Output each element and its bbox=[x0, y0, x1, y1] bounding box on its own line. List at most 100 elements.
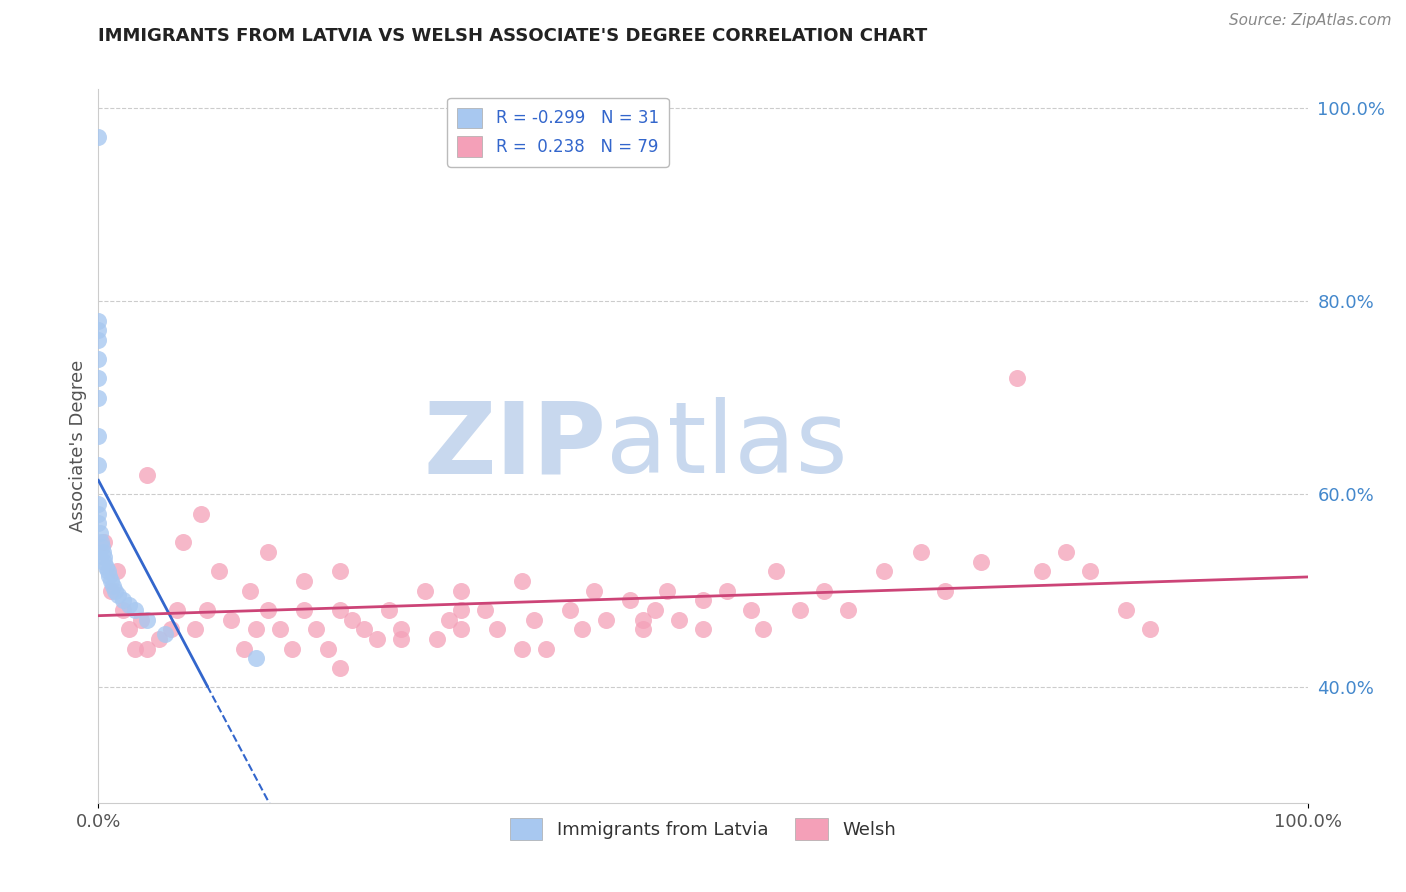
Point bbox=[87, 333, 110, 347]
Text: IMMIGRANTS FROM LATVIA VS WELSH ASSOCIATE'S DEGREE CORRELATION CHART: IMMIGRANTS FROM LATVIA VS WELSH ASSOCIAT… bbox=[98, 27, 928, 45]
Point bbox=[105, 565, 128, 579]
Point bbox=[245, 651, 267, 665]
Point bbox=[93, 535, 115, 549]
Point bbox=[1139, 622, 1161, 636]
Point bbox=[668, 613, 690, 627]
Point bbox=[118, 622, 141, 636]
Point bbox=[208, 565, 231, 579]
Point bbox=[256, 603, 278, 617]
Point bbox=[91, 545, 114, 559]
Point bbox=[595, 613, 617, 627]
Point bbox=[87, 130, 110, 145]
Point bbox=[281, 641, 304, 656]
Point bbox=[87, 497, 110, 511]
Point bbox=[619, 593, 641, 607]
Point bbox=[87, 507, 110, 521]
Text: atlas: atlas bbox=[606, 398, 848, 494]
Point bbox=[389, 622, 412, 636]
Point bbox=[655, 583, 678, 598]
Point bbox=[329, 603, 352, 617]
Point bbox=[111, 603, 134, 617]
Point bbox=[184, 622, 207, 636]
Point bbox=[221, 613, 243, 627]
Point bbox=[366, 632, 388, 646]
Point bbox=[353, 622, 375, 636]
Point bbox=[153, 627, 176, 641]
Y-axis label: Associate's Degree: Associate's Degree bbox=[69, 359, 87, 533]
Point bbox=[486, 622, 509, 636]
Point bbox=[692, 593, 714, 607]
Point bbox=[510, 641, 533, 656]
Point bbox=[90, 535, 112, 549]
Point bbox=[342, 613, 364, 627]
Point bbox=[1007, 371, 1029, 385]
Point bbox=[111, 593, 134, 607]
Point bbox=[104, 583, 127, 598]
Point bbox=[269, 622, 291, 636]
Point bbox=[377, 603, 399, 617]
Point bbox=[87, 429, 110, 443]
Point bbox=[190, 507, 212, 521]
Point bbox=[166, 603, 188, 617]
Point bbox=[93, 555, 115, 569]
Point bbox=[450, 622, 472, 636]
Point bbox=[934, 583, 956, 598]
Point bbox=[172, 535, 194, 549]
Point bbox=[789, 603, 811, 617]
Point bbox=[232, 641, 254, 656]
Point bbox=[1115, 603, 1137, 617]
Point bbox=[256, 545, 278, 559]
Point bbox=[558, 603, 581, 617]
Point bbox=[118, 598, 141, 612]
Point bbox=[87, 391, 110, 405]
Point bbox=[1031, 565, 1053, 579]
Point bbox=[87, 352, 110, 367]
Text: ZIP: ZIP bbox=[423, 398, 606, 494]
Point bbox=[583, 583, 606, 598]
Point bbox=[87, 516, 110, 530]
Point bbox=[740, 603, 762, 617]
Point bbox=[239, 583, 262, 598]
Point bbox=[292, 603, 315, 617]
Point bbox=[426, 632, 449, 646]
Point bbox=[87, 458, 110, 473]
Point bbox=[135, 613, 157, 627]
Point bbox=[129, 613, 152, 627]
Point bbox=[631, 622, 654, 636]
Point bbox=[107, 589, 129, 603]
Point bbox=[135, 467, 157, 482]
Point bbox=[101, 579, 124, 593]
Point bbox=[1054, 545, 1077, 559]
Point bbox=[837, 603, 859, 617]
Point bbox=[98, 569, 121, 583]
Point bbox=[450, 603, 472, 617]
Point bbox=[389, 632, 412, 646]
Point bbox=[87, 323, 110, 337]
Point bbox=[631, 613, 654, 627]
Point bbox=[413, 583, 436, 598]
Point bbox=[316, 641, 339, 656]
Point bbox=[716, 583, 738, 598]
Point bbox=[329, 661, 352, 675]
Point bbox=[510, 574, 533, 588]
Point bbox=[910, 545, 932, 559]
Point bbox=[571, 622, 593, 636]
Point bbox=[160, 622, 183, 636]
Point bbox=[148, 632, 170, 646]
Point bbox=[292, 574, 315, 588]
Legend: Immigrants from Latvia, Welsh: Immigrants from Latvia, Welsh bbox=[503, 811, 903, 847]
Point bbox=[97, 565, 120, 579]
Point bbox=[1078, 565, 1101, 579]
Point bbox=[245, 622, 267, 636]
Point bbox=[87, 313, 110, 327]
Point bbox=[765, 565, 787, 579]
Point bbox=[195, 603, 218, 617]
Point bbox=[87, 371, 110, 385]
Point bbox=[124, 641, 146, 656]
Point bbox=[692, 622, 714, 636]
Point bbox=[100, 583, 122, 598]
Point bbox=[91, 541, 114, 555]
Text: Source: ZipAtlas.com: Source: ZipAtlas.com bbox=[1229, 13, 1392, 29]
Point bbox=[93, 549, 115, 564]
Point bbox=[135, 641, 157, 656]
